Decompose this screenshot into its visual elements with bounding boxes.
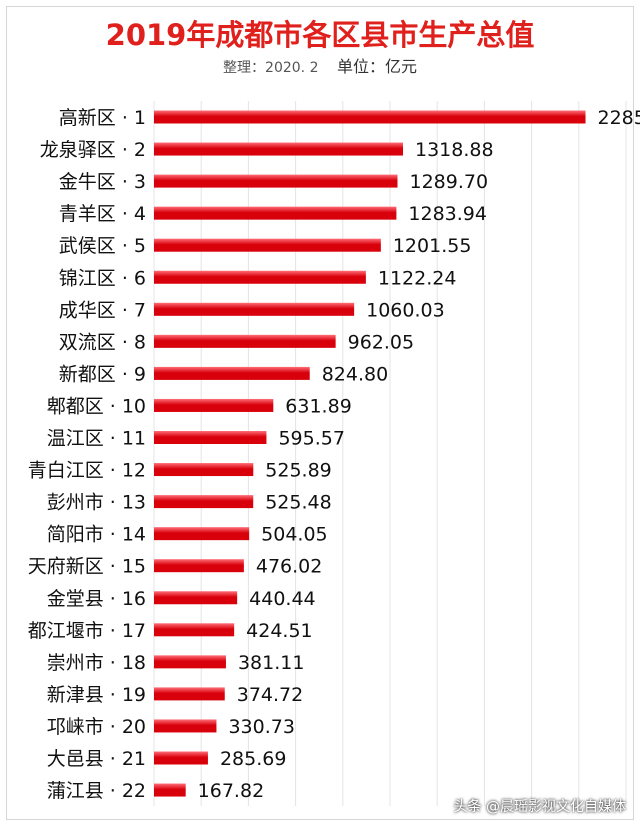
value-label: 525.48 — [265, 492, 331, 514]
category-label: 郫都区 · 10 — [47, 395, 146, 417]
category-label: 金堂县 · 16 — [47, 588, 146, 610]
chart-title: 2019年成都市各区县市生产总值 — [105, 18, 535, 52]
category-label: 彭州市 · 13 — [47, 492, 146, 514]
bar — [154, 110, 586, 124]
bar — [154, 687, 225, 701]
category-label: 大邑县 · 21 — [47, 748, 146, 770]
value-label: 2285.56 — [598, 107, 640, 129]
value-label: 1060.03 — [366, 299, 445, 321]
compiled-date: 整理：2020. 2 — [223, 60, 319, 76]
bar — [154, 623, 235, 637]
bar — [154, 334, 336, 348]
category-label: 成华区 · 7 — [59, 299, 146, 321]
bar — [154, 495, 254, 509]
value-label: 330.73 — [228, 716, 294, 738]
bar — [154, 431, 267, 444]
category-label: 双流区 · 8 — [59, 331, 146, 353]
category-label: 武侯区 · 5 — [59, 235, 146, 257]
bar — [154, 302, 355, 316]
value-label: 1289.70 — [409, 171, 488, 193]
value-label: 440.44 — [249, 588, 315, 610]
category-label: 新都区 · 9 — [59, 363, 146, 385]
bar — [154, 366, 310, 380]
value-label: 1283.94 — [408, 203, 487, 225]
category-label: 青羊区 · 4 — [59, 203, 146, 225]
value-label: 595.57 — [278, 428, 344, 450]
value-label: 504.05 — [261, 524, 327, 546]
value-label: 1122.24 — [378, 267, 457, 289]
value-label: 381.11 — [238, 652, 304, 674]
bar-layer — [154, 110, 586, 797]
bar — [154, 559, 244, 573]
bar — [154, 206, 397, 220]
category-label: 简阳市 · 14 — [47, 524, 146, 546]
bar — [154, 463, 254, 477]
category-label: 青白江区 · 12 — [28, 460, 146, 482]
category-label: 邛崃市 · 20 — [47, 716, 146, 738]
value-label: 631.89 — [285, 395, 351, 417]
value-label: 374.72 — [237, 684, 303, 706]
bar — [154, 398, 274, 412]
value-label: 525.89 — [265, 460, 331, 482]
bar — [154, 751, 208, 765]
category-label: 高新区 · 1 — [59, 107, 146, 129]
value-label: 167.82 — [198, 780, 264, 802]
bar — [154, 719, 217, 733]
value-label: 476.02 — [256, 556, 322, 578]
category-label: 蒲江县 · 22 — [47, 780, 146, 802]
unit-label: 单位：亿元 — [336, 57, 417, 76]
bar — [154, 591, 238, 605]
watermark: 头条 @晨瑶影视文化自媒体 — [453, 799, 626, 815]
value-label: 424.51 — [246, 620, 312, 642]
value-label: 285.69 — [220, 748, 286, 770]
category-label: 崇州市 · 18 — [47, 652, 146, 674]
value-label: 824.80 — [322, 363, 388, 385]
value-label: 1201.55 — [393, 235, 472, 257]
bar — [154, 783, 186, 797]
bar — [154, 238, 381, 252]
bar — [154, 527, 250, 541]
label-layer: 高新区 · 1 2285.56 龙泉驿区 · 2 1318.88 金牛区 · 3 1289… — [28, 107, 640, 802]
category-label: 都江堰市 · 17 — [28, 620, 146, 642]
category-label: 天府新区 · 15 — [28, 556, 146, 578]
category-label: 温江区 · 11 — [47, 428, 146, 450]
category-label: 金牛区 · 3 — [59, 171, 146, 193]
chart-subtitle: 整理：2020. 2 单位：亿元 — [0, 53, 640, 77]
bar — [154, 174, 398, 188]
bar — [154, 270, 366, 284]
value-label: 962.05 — [348, 331, 414, 353]
category-label: 新津县 · 19 — [47, 684, 146, 706]
chart-frame — [6, 6, 634, 820]
bar — [154, 142, 404, 156]
bar — [154, 655, 226, 669]
category-label: 龙泉驿区 · 2 — [40, 139, 146, 161]
value-label: 1318.88 — [415, 139, 494, 161]
category-label: 锦江区 · 6 — [59, 267, 146, 289]
